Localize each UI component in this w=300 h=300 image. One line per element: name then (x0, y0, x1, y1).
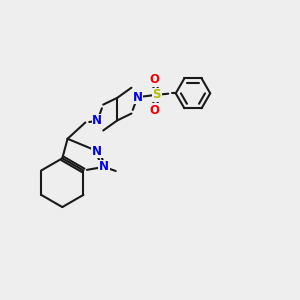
Text: S: S (152, 88, 161, 101)
Text: N: N (92, 145, 102, 158)
Text: N: N (92, 115, 102, 128)
Text: N: N (99, 160, 109, 173)
Text: O: O (149, 73, 159, 86)
Text: N: N (132, 91, 142, 104)
Text: O: O (149, 104, 159, 117)
